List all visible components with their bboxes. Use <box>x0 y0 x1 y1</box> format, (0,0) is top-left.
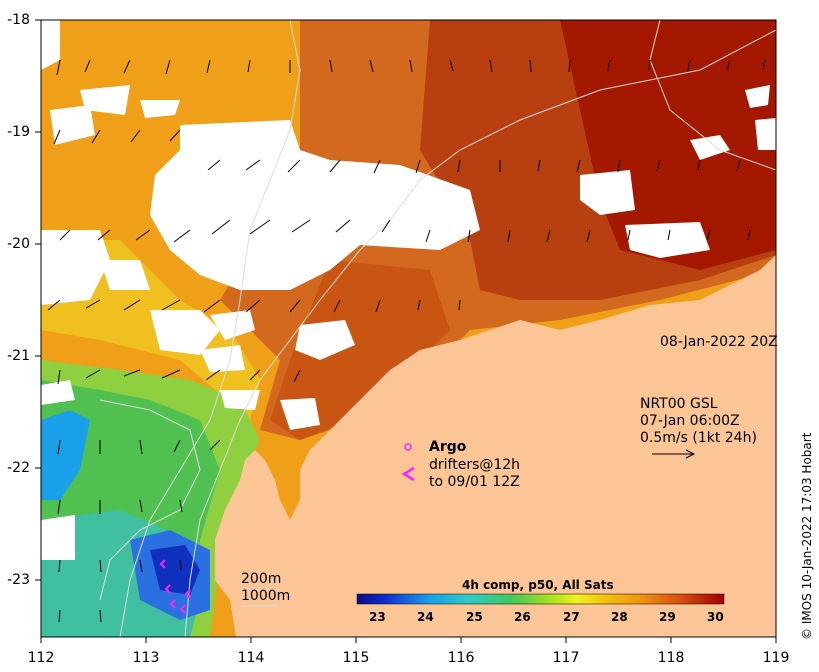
lon-tick-label: 119 <box>762 650 790 666</box>
colorbar <box>356 593 725 605</box>
lon-tick-label: 118 <box>657 650 685 666</box>
lon-tick-label: 115 <box>342 650 370 666</box>
currents-time: 07-Jan 06:00Z <box>640 413 740 429</box>
land-mass <box>215 255 776 637</box>
colorbar-tick-label: 28 <box>611 610 628 624</box>
colorbar-tick-label: 30 <box>707 610 724 624</box>
copyright-text: © IMOS 10-Jan-2022 17:03 Hobart <box>800 432 814 640</box>
date-label: 08-Jan-2022 20Z <box>660 334 778 350</box>
drifters-label-line2: to 09/01 12Z <box>429 474 520 490</box>
lat-tick-label: -19 <box>7 124 30 140</box>
colorbar-tick-label: 29 <box>659 610 676 624</box>
current-vectors <box>47 59 766 623</box>
plot-area <box>41 20 776 637</box>
cloud-mask <box>41 20 776 560</box>
drifter-marker-icon <box>401 466 415 482</box>
currents-title: NRT00 GSL <box>640 396 718 412</box>
lon-tick-label: 112 <box>27 650 55 666</box>
colorbar-tick-label: 25 <box>466 610 483 624</box>
lat-tick-label: -23 <box>7 572 30 588</box>
drifters-label-line1: drifters@12h <box>429 457 521 473</box>
current-scale-arrow <box>652 449 696 459</box>
argo-label: Argo <box>429 439 467 455</box>
lon-tick-label: 116 <box>447 650 475 666</box>
lat-tick-label: -20 <box>7 236 30 252</box>
colorbar-tick-label: 24 <box>417 610 434 624</box>
lat-tick-label: -21 <box>7 348 30 364</box>
colorbar-tick-label: 23 <box>369 610 386 624</box>
colorbar-title: 4h comp, p50, All Sats <box>462 578 614 592</box>
lon-tick-label: 114 <box>237 650 265 666</box>
lon-tick-label: 117 <box>552 650 580 666</box>
plot-frame <box>40 19 777 638</box>
argo-marker-icon <box>404 443 412 451</box>
isobath-200-label: 200m <box>241 571 282 587</box>
tick-marks <box>35 19 777 643</box>
drifter-tracks <box>159 559 191 614</box>
lat-tick-label: -18 <box>7 12 30 28</box>
colorbar-tick-label: 26 <box>514 610 531 624</box>
isobaths <box>99 20 776 637</box>
colorbar-tick-label: 27 <box>563 610 580 624</box>
lat-tick-label: -22 <box>7 460 30 476</box>
isobath-1000-label: 1000m <box>241 588 291 604</box>
lon-tick-label: 113 <box>132 650 160 666</box>
currents-scale-label: 0.5m/s (1kt 24h) <box>640 430 757 446</box>
